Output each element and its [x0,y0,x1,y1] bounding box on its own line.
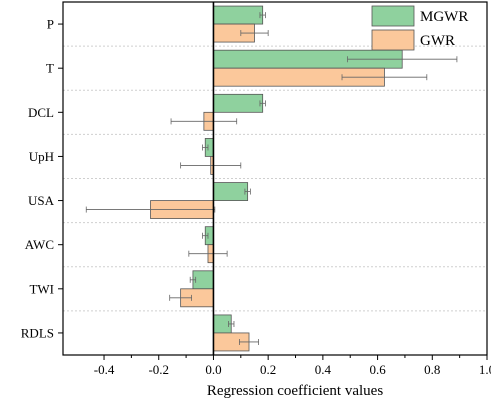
legend-item-mgwr: MGWR [371,5,468,27]
x-axis-ticks: -0.4 -0.2 0.0 0.2 0.4 0.6 0.8 1.0 [94,355,491,377]
error-bar-mgwr-twi [189,276,197,283]
error-bar-mgwr-uph [202,144,209,151]
legend-label-mgwr: MGWR [420,9,468,25]
category-label-rdls: RDLS [21,325,54,340]
legend-swatch-gwr [371,29,415,51]
category-label-usa: USA [28,193,55,208]
x-tick-label: 0.4 [315,362,332,377]
error-bar-gwr-t [341,74,428,81]
x-tick-label: 1.0 [479,362,491,377]
x-tick-label: 0.2 [260,362,276,377]
bar-mgwr-usa [213,182,249,201]
y-axis-ticks: P T DCL UpH USA AWC TWI RDLS [21,17,63,340]
x-axis-title: Regression coefficient values [207,383,383,399]
x-tick-label: 0.8 [424,362,440,377]
error-bar-mgwr-usa [244,188,251,195]
error-bar-mgwr-p [259,12,266,19]
error-bar-gwr-twi [169,294,192,301]
category-label-dcl: DCL [28,105,54,120]
x-tick-label: -0.2 [148,362,169,377]
error-bar-mgwr-dcl [259,100,266,107]
category-separators [63,45,487,312]
error-bar-mgwr-rdls [228,320,235,327]
x-tick-label: -0.4 [94,362,115,377]
x-tick-label: 0.6 [369,362,386,377]
legend-label-gwr: GWR [420,33,455,49]
error-bar-gwr-usa [85,206,216,213]
legend-swatch-mgwr [371,5,415,27]
error-bar-gwr-p [240,30,269,37]
error-bars [85,12,458,345]
category-label-uph: UpH [29,149,54,164]
bar-mgwr-dcl [213,93,264,113]
error-bar-gwr-uph [180,162,242,169]
category-label-p: P [47,17,54,32]
x-tick-label: 0.0 [205,362,221,377]
plot-frame [62,1,488,356]
error-bar-gwr-dcl [170,118,238,125]
error-bar-gwr-rdls [239,338,259,345]
error-bar-mgwr-awc [202,232,209,239]
category-label-t: T [46,61,54,76]
bar-mgwr-p [213,5,264,25]
error-bar-gwr-awc [188,250,228,257]
category-label-awc: AWC [25,237,54,252]
legend-item-gwr: GWR [371,29,455,51]
category-label-twi: TWI [29,281,54,296]
error-bar-mgwr-t [347,56,458,63]
legend: MGWR GWR [371,5,468,51]
